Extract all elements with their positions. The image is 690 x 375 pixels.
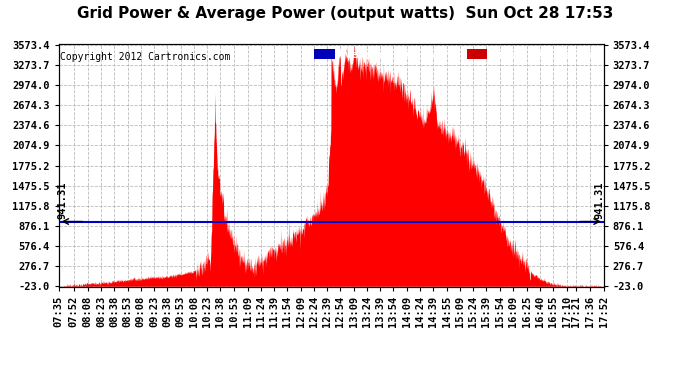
Text: 941.31: 941.31 <box>57 182 67 219</box>
Text: 941.31: 941.31 <box>594 182 604 219</box>
Legend: Average  (AC Watts), Grid  (AC Watts): Average (AC Watts), Grid (AC Watts) <box>315 50 598 60</box>
Text: Grid Power & Average Power (output watts)  Sun Oct 28 17:53: Grid Power & Average Power (output watts… <box>77 6 613 21</box>
Text: Copyright 2012 Cartronics.com: Copyright 2012 Cartronics.com <box>60 51 230 62</box>
